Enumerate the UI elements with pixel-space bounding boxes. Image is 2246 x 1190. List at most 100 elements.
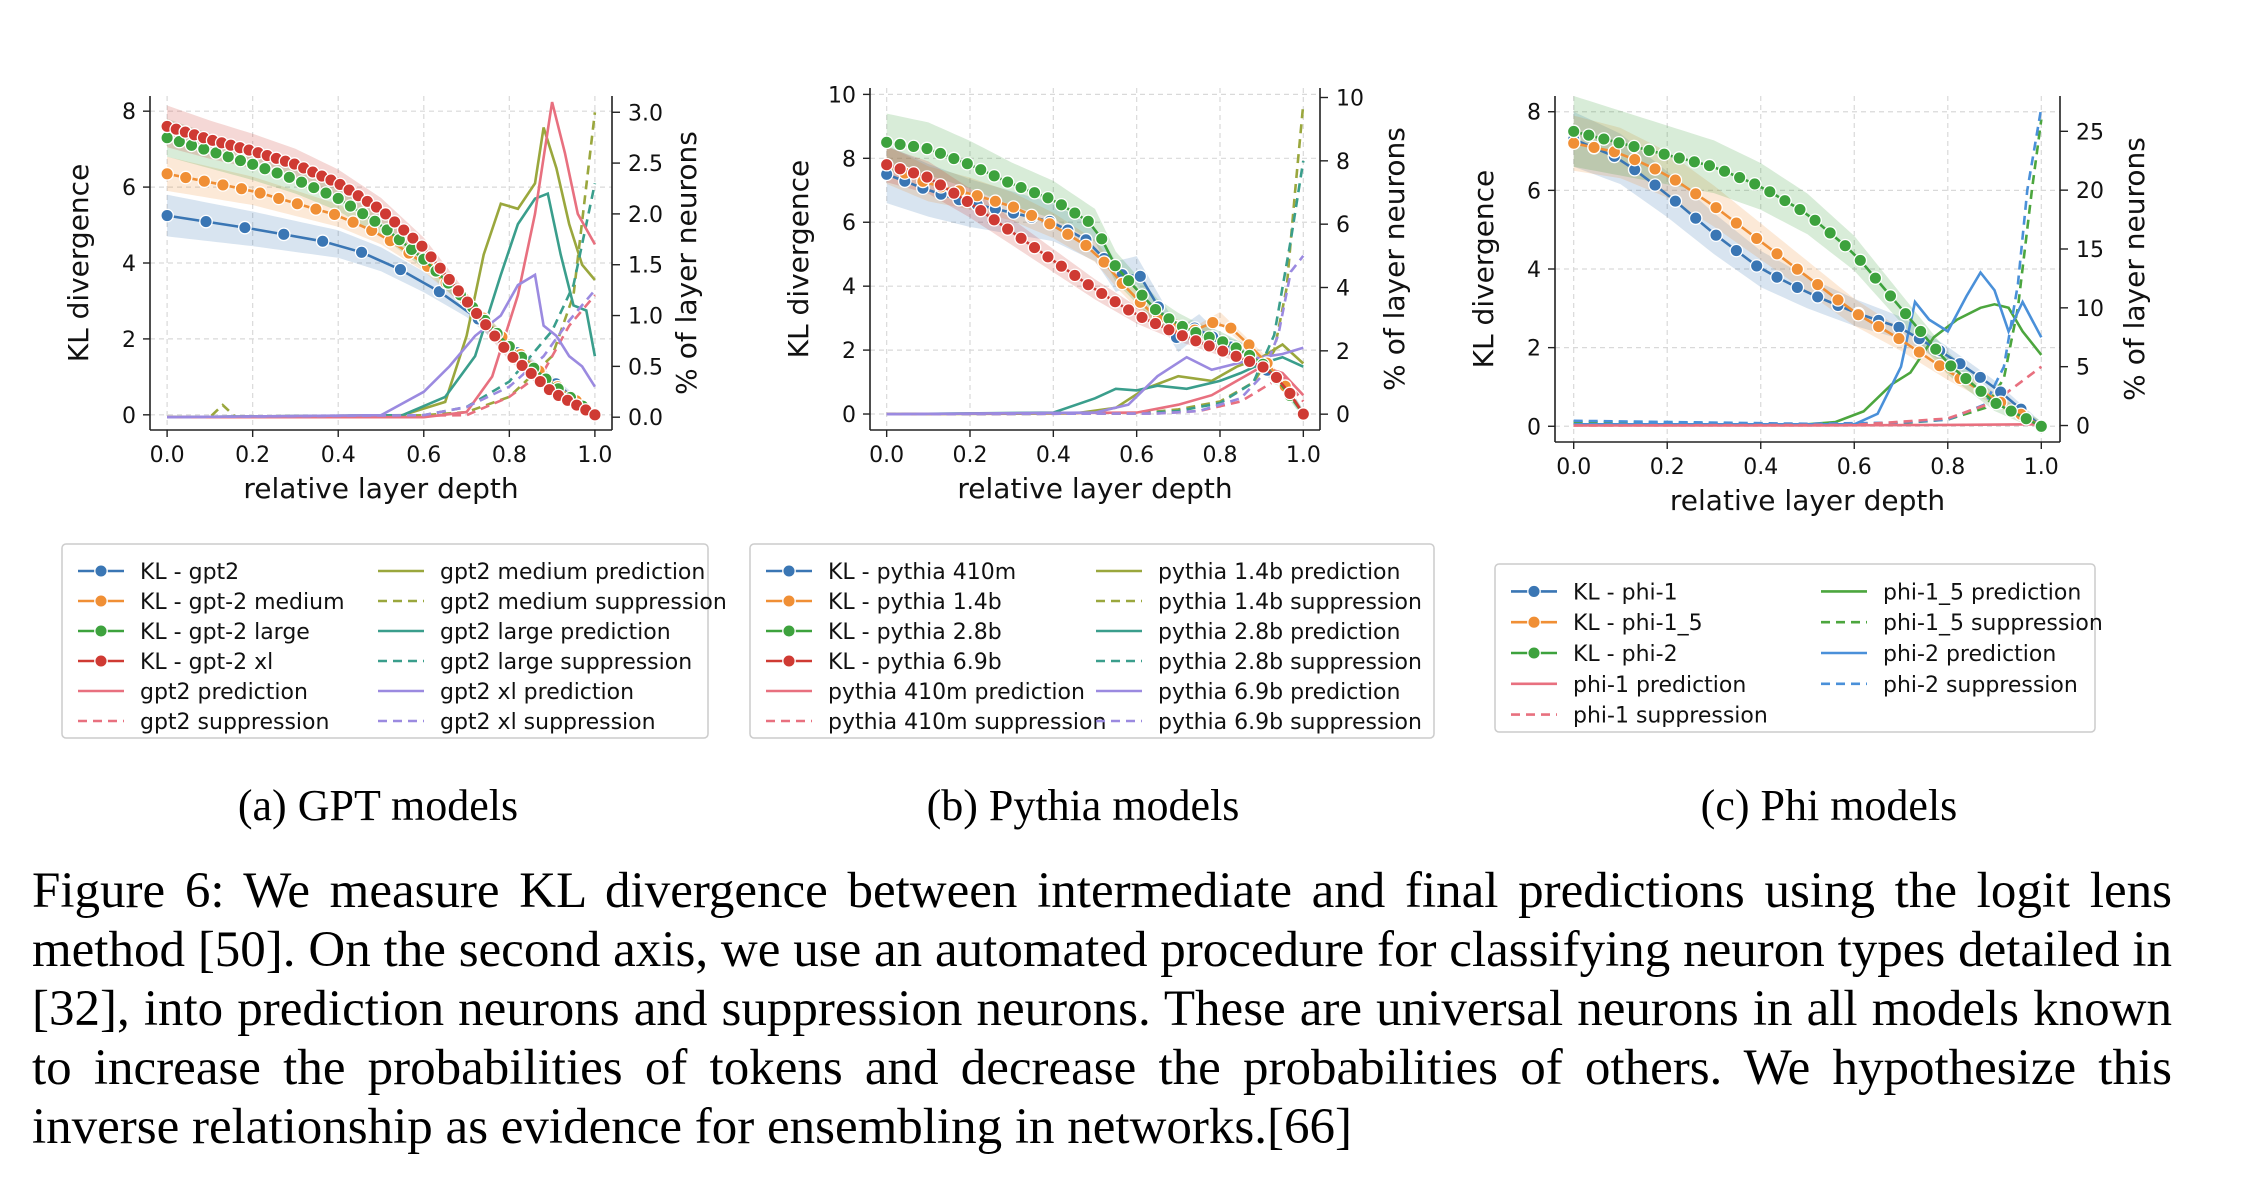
legend-label: gpt2 xl prediction	[440, 680, 634, 705]
kl-point	[1749, 259, 1764, 273]
legend-label: KL - pythia 410m	[828, 560, 1016, 585]
y-right-tick-label: 1.0	[628, 305, 663, 330]
neuron-line	[167, 191, 597, 419]
kl-point	[1790, 262, 1805, 277]
kl-point	[1000, 222, 1015, 236]
kl-point	[920, 170, 934, 184]
legend: KL - phi-1 KL - phi-1_5 KL - phi-2 phi-1 pr…	[1494, 563, 2103, 733]
kl-point	[893, 161, 907, 176]
kl-point	[238, 220, 252, 235]
legend-label: KL - gpt-2 large	[140, 620, 310, 645]
subcaption: (a) GPT models	[238, 781, 518, 830]
kl-point	[1709, 228, 1723, 243]
y-right-tick-label: 10	[2076, 297, 2104, 322]
kl-point	[588, 407, 602, 422]
neuron-line	[1573, 302, 2043, 426]
legend-label: pythia 2.8b prediction	[1158, 620, 1400, 645]
kl-point	[1838, 238, 1853, 253]
kl-point	[1202, 339, 1217, 353]
kl-point	[1581, 128, 1596, 143]
kl-point	[1778, 193, 1792, 208]
x-axis-label: relative layer depth	[1670, 484, 1945, 517]
chart-panel-1: 0.0 0.2 0.4 0.6 0.8 1.0 0 2 4 6 8 0.0 0.5 1.0 1.5 2.0 2.…	[61, 96, 727, 830]
y-right-tick-label: 0.0	[628, 406, 663, 431]
kl-point	[309, 202, 323, 216]
legend-frame	[1494, 563, 2096, 733]
y-right-tick-label: 6	[1336, 213, 1350, 238]
kl-point	[258, 161, 272, 176]
kl-point	[987, 168, 1002, 183]
kl-point	[1162, 322, 1176, 337]
y-tick-label: 4	[1527, 258, 1541, 283]
kl-point	[1054, 197, 1069, 212]
kl-point	[209, 146, 223, 160]
kl-point	[1702, 158, 1717, 173]
kl-point	[1668, 194, 1683, 208]
kl-point	[1973, 370, 1988, 385]
kl-point	[1094, 231, 1109, 246]
neuron-line	[167, 294, 596, 419]
kl-point	[1709, 200, 1723, 215]
kl-point	[1006, 200, 1021, 214]
legend-label: phi-2 suppression	[1883, 673, 2078, 698]
kl-point	[1974, 384, 1988, 399]
neuron-line	[886, 254, 1305, 416]
kl-point	[1648, 178, 1662, 192]
kl-point	[245, 157, 260, 172]
y-tick-label: 8	[842, 147, 856, 172]
kl-point	[1913, 324, 1928, 339]
kl-point	[1892, 320, 1906, 335]
kl-point	[906, 166, 921, 180]
legend-label: KL - pythia 2.8b	[828, 620, 1002, 645]
kl-point	[1648, 162, 1662, 176]
kl-point	[1928, 342, 1943, 357]
kl-point	[369, 200, 384, 214]
kl-point	[1108, 258, 1123, 273]
legend-label: KL - gpt-2 medium	[140, 590, 345, 615]
y-right-axis-label: % of layer neurons	[2118, 137, 2151, 401]
kl-point	[1717, 164, 1732, 179]
kl-point	[906, 139, 921, 154]
kl-point	[960, 194, 975, 209]
kl-point	[378, 207, 393, 221]
x-tick-label: 0.6	[1837, 455, 1872, 480]
legend-marker	[782, 564, 796, 578]
kl-point	[1612, 135, 1626, 150]
y-tick-label: 2	[122, 328, 136, 353]
kl-point	[1135, 310, 1149, 325]
kl-point	[1283, 386, 1297, 401]
y-tick-label: 6	[842, 211, 856, 236]
kl-point	[960, 156, 975, 171]
kl-line	[166, 214, 596, 416]
legend-label: gpt2 prediction	[140, 680, 308, 705]
y-tick-label: 10	[828, 83, 856, 108]
kl-point	[506, 350, 520, 365]
x-tick-label: 0.0	[150, 443, 185, 468]
kl-point	[1668, 173, 1683, 187]
legend-marker	[1527, 584, 1541, 599]
neuron-line	[167, 289, 596, 419]
legend-label: pythia 1.4b suppression	[1158, 590, 1422, 615]
legend-label: gpt2 xl suppression	[440, 710, 656, 735]
legend-label: KL - phi-2	[1573, 642, 1678, 667]
kl-point	[1081, 277, 1096, 292]
kl-point	[197, 174, 212, 189]
legend-marker	[1527, 615, 1541, 630]
legend-marker	[94, 654, 108, 668]
x-tick-label: 0.4	[1743, 455, 1778, 480]
kl-point	[1215, 344, 1230, 358]
kl-point	[933, 146, 948, 161]
x-tick-label: 0.4	[1036, 443, 1071, 468]
kl-point	[387, 215, 402, 229]
legend-label: pythia 2.8b suppression	[1158, 650, 1422, 675]
legend-marker	[782, 594, 796, 608]
kl-point	[2004, 404, 2018, 418]
kl-point	[1793, 202, 1807, 217]
y-right-tick-label: 20	[2076, 179, 2104, 204]
kl-point	[282, 170, 297, 185]
kl-point	[424, 250, 438, 264]
chart-panel-2: 0.0 0.2 0.4 0.6 0.8 1.0 0 2 4 6 8 10 0 2 4 6 8 10 relative…	[749, 83, 1435, 830]
kl-point	[2034, 419, 2049, 434]
y-tick-label: 4	[842, 275, 856, 300]
kl-point	[1672, 151, 1687, 165]
